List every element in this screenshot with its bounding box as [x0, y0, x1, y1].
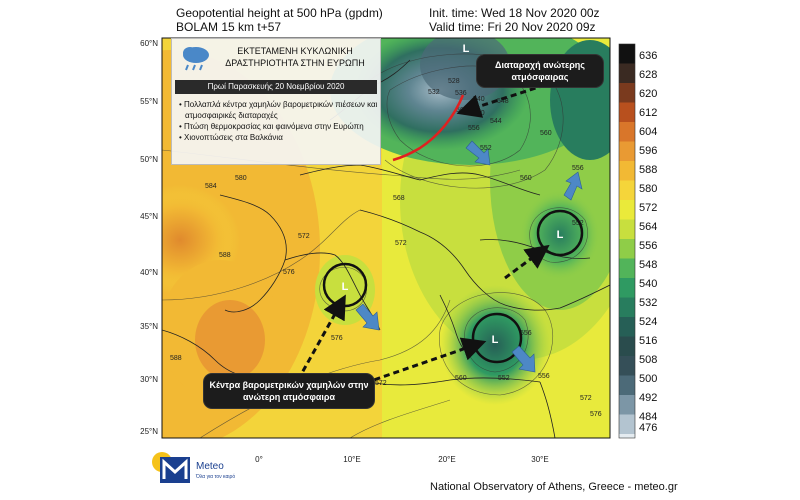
contour-label: 556: [572, 165, 584, 172]
contour-label: 576: [331, 335, 343, 342]
callout-upper-disturbance: Διαταραχή ανώτερης ατμόσφαιρας: [477, 55, 603, 87]
model-label: BOLAM 15 km t+57: [176, 20, 282, 34]
valid-time: Valid time: Fri 20 Nov 2020 09z: [429, 20, 596, 34]
contour-label: 560: [540, 130, 552, 137]
contour-label: 552: [498, 375, 510, 382]
colorbar-label: 524: [639, 316, 658, 328]
meteo-logo: [152, 452, 190, 483]
rain-cloud-icon: [183, 47, 209, 71]
map-frame: [161, 37, 611, 439]
contour-label: 572: [375, 380, 387, 387]
upper-disturbance-front-line: [392, 94, 465, 162]
info-bullet-item: • Πτώση θερμοκρασίας και φαινόμενα στην …: [179, 122, 364, 131]
contour-label: 572: [298, 233, 310, 240]
contour-label: 588: [219, 252, 231, 259]
contour-label: 552: [572, 220, 584, 227]
info-bullet-item: • Πολλαπλά κέντρα χαμηλών βαρομετρικών π…: [179, 100, 378, 120]
contour-label: 572: [395, 240, 407, 247]
lat-label: 45°N: [140, 212, 158, 221]
contour-label: 544: [490, 118, 502, 125]
logo-tagline: Όλα για τον καιρό: [196, 474, 236, 480]
colorbar-label: 612: [639, 107, 658, 119]
contour-label: 576: [590, 411, 602, 418]
lat-label: 55°N: [140, 97, 158, 106]
logo-name: Meteo: [196, 461, 224, 472]
colorbar-label: 636: [639, 50, 658, 62]
lat-label: 60°N: [140, 39, 158, 48]
colorbar-label: 492: [639, 392, 658, 404]
contour-label: 576: [283, 269, 295, 276]
colorbar-label: 548: [639, 259, 658, 271]
contour-lines: [162, 53, 588, 438]
contour-label: 580: [235, 175, 247, 182]
info-title: ΕΚΤΕΤΑΜΕΝΗ ΚΥΚΛΩΝΙΚΗ ΔΡΑΣΤΗΡΙΟΤΗΤΑ ΣΤΗΝ …: [225, 46, 365, 68]
colorbar-label: 588: [639, 164, 658, 176]
low-center-marker: L: [492, 334, 499, 346]
colorbar-label: 540: [639, 278, 658, 290]
lat-label: 25°N: [140, 427, 158, 436]
contour-label: 584: [205, 183, 217, 190]
contour-label: 548: [497, 98, 509, 105]
colorbar-label: 604: [639, 126, 658, 138]
colorbar-label: 556: [639, 240, 658, 252]
contour-label: 536: [455, 90, 467, 97]
contour-label: 532: [428, 89, 440, 96]
contour-label: 560: [473, 110, 485, 117]
colorbar: [618, 43, 636, 439]
colorbar-label: 500: [639, 373, 658, 385]
colorbar-label: 484: [639, 411, 658, 423]
contour-label: 540: [473, 96, 485, 103]
motion-arrow: [465, 140, 491, 166]
low-center-circle: [536, 209, 584, 257]
contour-label: 556: [468, 125, 480, 132]
contour-label: 528: [448, 78, 460, 85]
init-time: Init. time: Wed 18 Nov 2020 00z: [429, 6, 600, 20]
colorbar-label: 476: [639, 422, 658, 434]
lon-label: 0°: [255, 455, 263, 464]
motion-arrow: [563, 171, 583, 201]
info-bullets: • Πολλαπλά κέντρα χαμηλών βαρομετρικών π…: [178, 99, 378, 143]
info-date-banner: Πρωί Παρασκευής 20 Νοεμβρίου 2020: [175, 80, 377, 94]
low-center-marker: L: [557, 229, 564, 241]
contour-label: 560: [455, 375, 467, 382]
contour-label: 556: [538, 373, 550, 380]
colorbar-label: 508: [639, 354, 658, 366]
motion-arrows: [355, 140, 583, 373]
colorbar-label: 580: [639, 183, 658, 195]
colorbar-label: 516: [639, 335, 658, 347]
lat-label: 50°N: [140, 155, 158, 164]
lon-label: 10°E: [343, 455, 361, 464]
contour-label: 572: [580, 395, 592, 402]
colorbar-label: 572: [639, 202, 658, 214]
motion-arrow: [511, 345, 536, 373]
colorbar-label: 620: [639, 88, 658, 100]
map-title: Geopotential height at 500 hPa (gpdm): [176, 6, 383, 20]
colorbar-label: 628: [639, 69, 658, 81]
colorbar-label: 596: [639, 145, 658, 157]
lat-label: 30°N: [140, 375, 158, 384]
footer-credit: National Observatory of Athens, Greece -…: [430, 481, 678, 493]
info-bullet-item: • Χιονοπτώσεις στα Βαλκάνια: [179, 133, 283, 142]
lon-label: 30°E: [531, 455, 549, 464]
lon-label: 20°E: [438, 455, 456, 464]
colorbar-label: 564: [639, 221, 658, 233]
contour-label: 588: [170, 355, 182, 362]
lat-label: 40°N: [140, 268, 158, 277]
colorbar-label: 532: [639, 297, 658, 309]
dashed-pointer-arrows: [296, 83, 550, 385]
info-box: ΕΚΤΕΤΑΜΕΝΗ ΚΥΚΛΩΝΙΚΗ ΔΡΑΣΤΗΡΙΟΤΗΤΑ ΣΤΗΝ …: [171, 38, 381, 165]
contour-label: 568: [393, 195, 405, 202]
low-center-marker: L: [342, 281, 349, 293]
contour-label: 552: [480, 145, 492, 152]
motion-arrow: [355, 303, 380, 331]
callout-low-centers: Κέντρα βαρομετρικών χαμηλών στην ανώτερη…: [204, 374, 374, 408]
contour-label: 560: [520, 175, 532, 182]
contour-label: 556: [520, 330, 532, 337]
low-center-marker: L: [463, 43, 470, 55]
lat-label: 35°N: [140, 322, 158, 331]
